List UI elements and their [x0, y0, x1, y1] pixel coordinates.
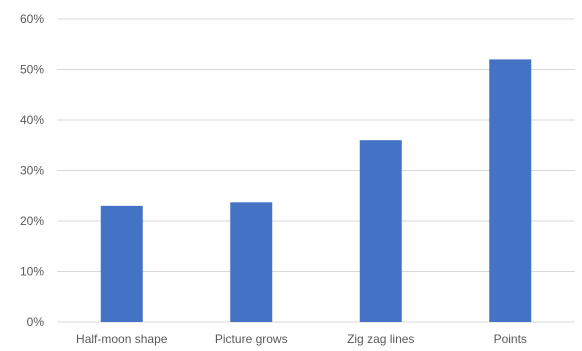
y-tick-label: 40%: [20, 113, 44, 127]
bar-picture-grows: [230, 202, 273, 322]
bar-zig-zag-lines: [359, 140, 402, 322]
y-tick-label: 0%: [27, 315, 45, 329]
y-tick-label: 20%: [20, 214, 44, 228]
y-tick-label: 60%: [20, 12, 44, 26]
y-tick-label: 30%: [20, 164, 44, 178]
x-tick-label: Zig zag lines: [347, 332, 414, 346]
bars: [100, 59, 532, 323]
x-tick-label: Half-moon shape: [76, 332, 168, 346]
x-tick-label: Points: [494, 332, 527, 346]
bar-half-moon-shape: [100, 205, 143, 322]
y-axis-ticks: 0% 10% 20% 30% 40% 50% 60%: [20, 12, 44, 329]
y-tick-label: 50%: [20, 63, 44, 77]
bar-points: [489, 59, 532, 323]
x-axis-ticks: Half-moon shape Picture grows Zig zag line…: [76, 332, 527, 346]
y-tick-label: 10%: [20, 265, 44, 279]
x-tick-label: Picture grows: [215, 332, 288, 346]
gridlines: [57, 18, 575, 323]
